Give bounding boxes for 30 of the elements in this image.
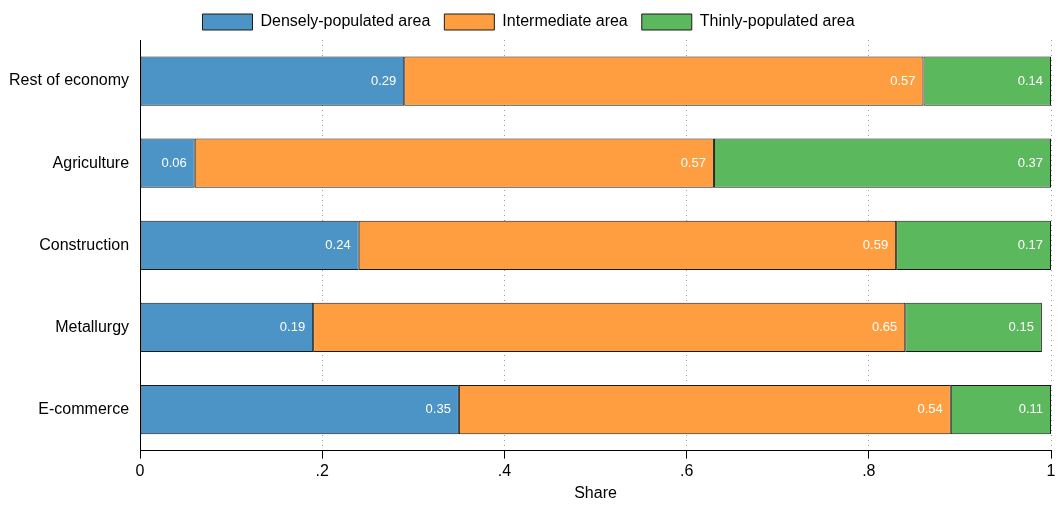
data-label: 0.54	[917, 401, 943, 417]
x-tick-label: 0	[135, 461, 145, 479]
x-axis-title: Share	[574, 483, 617, 501]
data-label: 0.35	[425, 401, 451, 417]
data-label: 0.15	[1008, 319, 1034, 334]
data-label: 0.11	[1018, 401, 1043, 417]
y-tick-label: Metallurgy	[55, 317, 130, 335]
x-tick-label: .6	[679, 461, 694, 479]
data-label: 0.37	[1017, 154, 1043, 170]
data-label: 0.57	[680, 154, 706, 170]
x-tick-label: .8	[862, 461, 876, 479]
data-label: 0.19	[279, 319, 306, 334]
y-tick-label: Agriculture	[52, 153, 130, 171]
data-label: 0.14	[1017, 72, 1043, 88]
data-label: 0.65	[871, 319, 898, 334]
y-tick-label: E-commerce	[38, 399, 130, 417]
data-label: 0.06	[161, 154, 187, 170]
x-tick-label: .4	[497, 461, 512, 479]
data-label: 0.24	[325, 236, 351, 252]
legend-label: Densely-populated area	[260, 12, 431, 30]
x-tick-label: .2	[315, 461, 330, 479]
legend-label: Thinly-populated area	[699, 12, 855, 30]
data-label: 0.17	[1017, 236, 1043, 252]
data-label: 0.57	[890, 72, 916, 88]
data-label: 0.59	[862, 236, 889, 252]
data-label: 0.29	[370, 72, 397, 88]
legend-label: Intermediate area	[502, 12, 628, 30]
x-tick-label: 1	[1046, 461, 1056, 479]
y-tick-label: Rest of economy	[8, 71, 130, 89]
y-tick-label: Construction	[39, 235, 130, 253]
